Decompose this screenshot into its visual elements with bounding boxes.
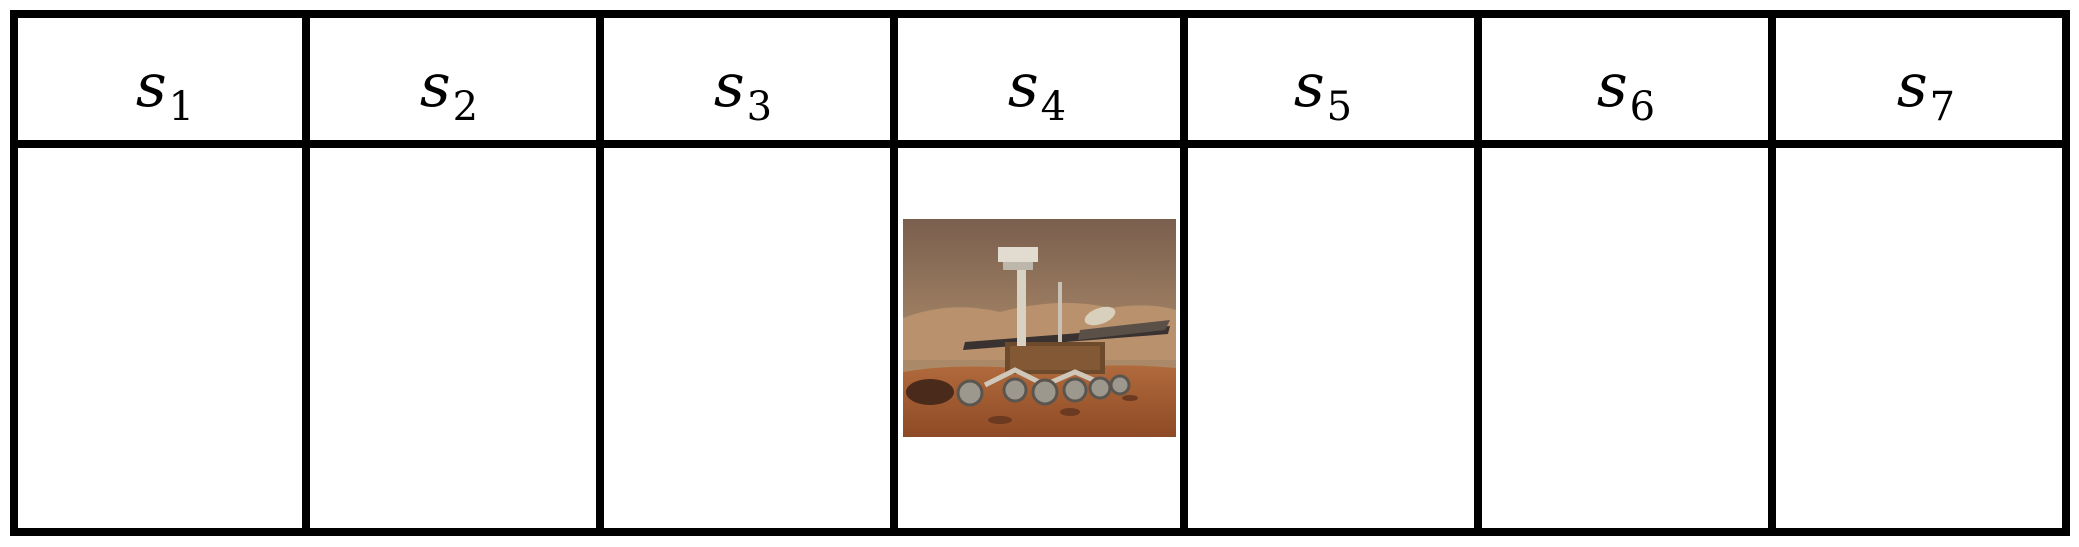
state-cell-6 — [1482, 148, 1768, 528]
state-cell-5 — [1188, 148, 1474, 528]
state-header-row: s1 s2 s3 s4 s5 s6 s7 — [136, 51, 1955, 130]
state-cell-2 — [310, 148, 596, 528]
state-label-7: s7 — [1897, 51, 1955, 130]
state-label-6: s6 — [1597, 51, 1655, 130]
grid-lines — [10, 10, 2070, 536]
state-cell-1 — [18, 148, 302, 528]
state-label-2: s2 — [420, 51, 478, 130]
state-label-3: s3 — [714, 51, 772, 130]
mars-rover-icon — [903, 219, 1176, 437]
state-cell-7 — [1776, 148, 2062, 528]
state-cell-3 — [604, 148, 890, 528]
state-label-4: s4 — [1008, 51, 1066, 130]
grid-outer-border — [10, 10, 2070, 536]
state-label-5: s5 — [1294, 51, 1352, 130]
state-label-1: s1 — [136, 51, 194, 130]
